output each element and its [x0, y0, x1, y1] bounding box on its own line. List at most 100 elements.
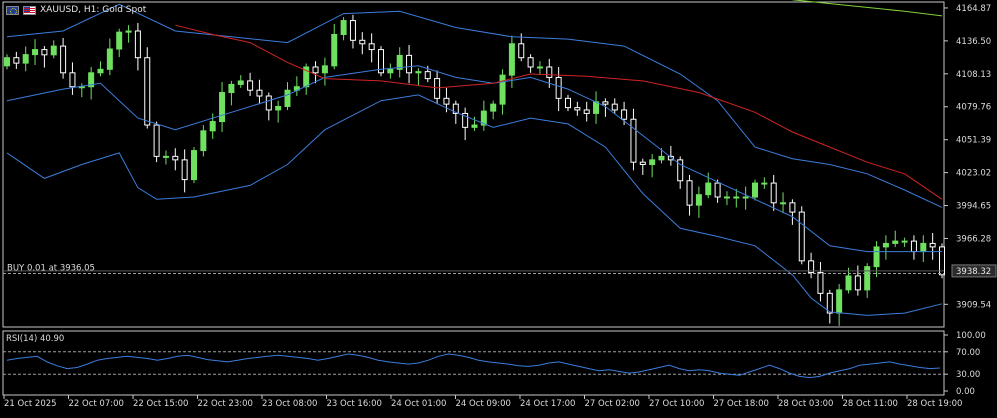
candle-body[interactable] [836, 289, 843, 314]
candle-body[interactable] [162, 155, 169, 158]
candle-body[interactable] [677, 159, 684, 182]
candle-body[interactable] [480, 110, 487, 126]
candle-body[interactable] [134, 30, 141, 59]
candle-body[interactable] [939, 246, 945, 276]
candle-body[interactable] [508, 43, 515, 76]
candle-body[interactable] [761, 182, 768, 185]
candle-body[interactable] [434, 78, 441, 99]
candle-body[interactable] [22, 54, 29, 64]
candle-body[interactable] [265, 95, 272, 111]
candle-body[interactable] [312, 66, 319, 74]
candle-body[interactable] [69, 72, 76, 88]
candle-body[interactable] [527, 57, 534, 68]
candle-body[interactable] [602, 101, 609, 105]
candle-body[interactable] [60, 45, 67, 74]
candle-body[interactable] [864, 266, 871, 291]
candle-body[interactable] [415, 71, 422, 74]
candle-body[interactable] [116, 31, 123, 50]
candle-body[interactable] [845, 275, 852, 291]
candle-body[interactable] [97, 68, 104, 74]
candle-body[interactable] [817, 271, 824, 294]
candle-body[interactable] [658, 155, 665, 161]
candle-body[interactable] [349, 20, 356, 41]
candle-body[interactable] [826, 292, 833, 314]
candle-body[interactable] [499, 74, 506, 105]
candle-body[interactable] [929, 242, 936, 248]
candle-body[interactable] [714, 182, 721, 198]
candle-body[interactable] [565, 97, 571, 109]
candle-body[interactable] [742, 196, 749, 199]
candle-body[interactable] [490, 103, 497, 112]
candle-body[interactable] [78, 86, 85, 89]
candle-body[interactable] [583, 109, 590, 114]
candle-body[interactable] [275, 105, 282, 111]
candle-body[interactable] [452, 103, 459, 114]
candle-body[interactable] [284, 89, 291, 107]
candle-body[interactable] [723, 196, 730, 199]
candle-body[interactable] [256, 89, 263, 97]
candle-body[interactable] [574, 107, 581, 111]
candle-body[interactable] [920, 242, 927, 253]
candle-body[interactable] [705, 182, 712, 196]
candle-body[interactable] [798, 211, 805, 262]
candle-body[interactable] [153, 124, 160, 157]
candle-body[interactable] [630, 118, 637, 163]
candle-body[interactable] [321, 65, 328, 74]
candle-body[interactable] [462, 112, 469, 128]
candle-body[interactable] [733, 196, 740, 199]
candle-body[interactable] [621, 109, 628, 120]
candle-body[interactable] [686, 180, 693, 206]
candle-body[interactable] [555, 76, 562, 99]
candle-body[interactable] [228, 83, 235, 94]
candle-body[interactable] [41, 49, 48, 56]
candle-body[interactable] [378, 49, 384, 74]
candle-body[interactable] [13, 57, 20, 64]
candle-body[interactable] [172, 155, 179, 161]
candle-body[interactable] [901, 240, 908, 243]
candle-body[interactable] [32, 49, 39, 56]
candle-body[interactable] [789, 202, 796, 213]
candle-body[interactable] [611, 103, 618, 111]
candle-body[interactable] [892, 240, 899, 244]
candle-body[interactable] [237, 80, 244, 85]
candle-body[interactable] [518, 43, 525, 59]
candle-body[interactable] [546, 66, 553, 78]
candle-body[interactable] [882, 242, 889, 248]
candle-body[interactable] [340, 20, 347, 35]
candle-body[interactable] [50, 45, 57, 56]
candle-body[interactable] [667, 155, 674, 161]
candle-body[interactable] [639, 161, 646, 166]
candle-body[interactable] [406, 54, 413, 74]
candle-body[interactable] [752, 182, 758, 198]
candle-body[interactable] [368, 43, 375, 51]
candle-body[interactable] [910, 240, 917, 253]
candle-body[interactable] [593, 101, 600, 114]
candle-body[interactable] [144, 57, 151, 126]
candle-body[interactable] [424, 71, 431, 80]
candle-body[interactable] [695, 194, 702, 206]
candle-body[interactable] [125, 30, 132, 33]
candle-body[interactable] [873, 246, 880, 268]
candle-body[interactable] [191, 150, 197, 181]
candle-body[interactable] [181, 159, 188, 181]
candle-body[interactable] [443, 97, 450, 105]
candle-body[interactable] [770, 182, 777, 204]
candle-body[interactable] [331, 34, 338, 67]
candle-body[interactable] [387, 68, 394, 74]
candle-body[interactable] [536, 66, 543, 69]
candle-body[interactable] [808, 260, 815, 273]
candle-body[interactable] [209, 121, 216, 132]
candle-body[interactable] [471, 124, 478, 128]
candle-body[interactable] [780, 202, 787, 205]
candle-body[interactable] [396, 54, 403, 70]
candle-body[interactable] [200, 130, 207, 152]
candle-body[interactable] [219, 92, 226, 123]
candle-body[interactable] [359, 39, 366, 45]
candle-body[interactable] [88, 72, 95, 88]
candle-body[interactable] [649, 159, 656, 166]
candle-body[interactable] [106, 48, 113, 70]
candle-body[interactable] [247, 80, 254, 91]
candle-body[interactable] [303, 66, 310, 88]
